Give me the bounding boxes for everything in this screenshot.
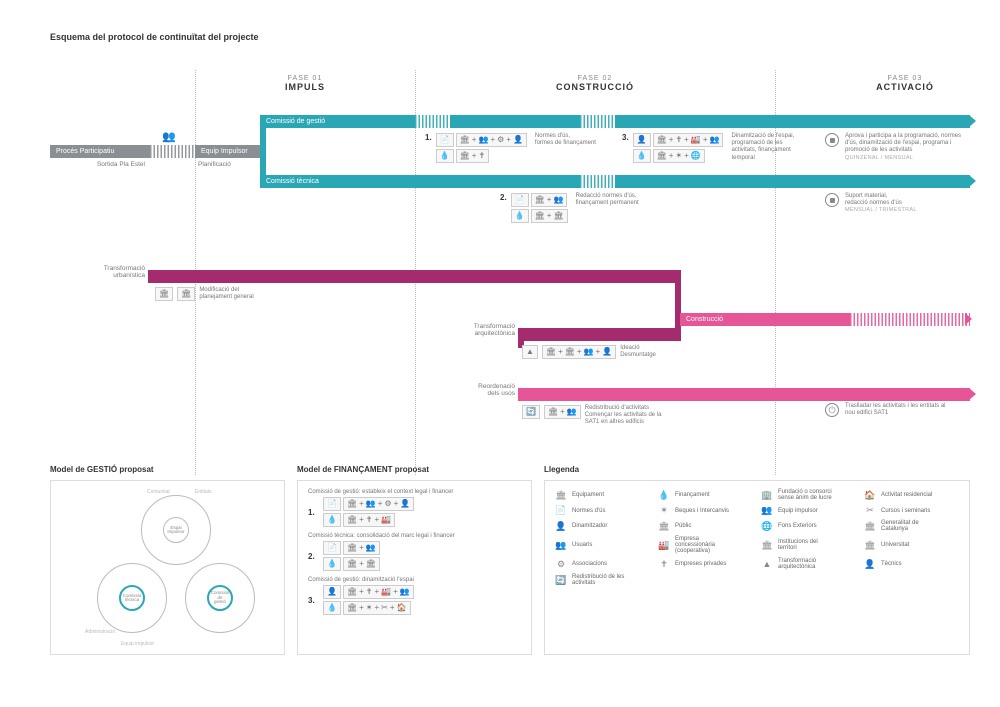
equip-impulsor: Equip Impulsor [195,145,260,158]
panel-gestio: Model de GESTIÓ proposat Espai Impulsor … [50,465,285,675]
power-icon [825,403,839,417]
bottom-panels: Model de GESTIÓ proposat Espai Impulsor … [50,465,970,675]
panel-financ: Model de FINANÇAMENT proposat Comissió d… [297,465,532,675]
track-transf-urb [148,270,680,283]
legend-item: 🌐Fons Exteriors [761,520,856,532]
legend-item: 👥Equip impulsor [761,505,856,516]
track-comissio-tecnica: Comissió tècnica [260,175,580,188]
legend-item: 🏛Universitat [864,536,959,554]
legend-item: 🏭Empresa concessionària (cooperativa) [658,536,753,554]
transf-arq-label: Transformació arquitectònica [450,323,515,337]
legend-item: 🏢Fundació o consorci sense ànim de lucre [761,489,856,501]
legend-item: 🏠Activitat residencial [864,489,959,501]
track-transf-arq [518,328,681,341]
activation-gestio: Aprova i participa a la programació, nor… [825,133,961,161]
legend-item: 👤Dinamitzador [555,520,650,532]
legend-item: 💧Finançament [658,489,753,501]
legend-item: ✝Empreses privades [658,558,753,570]
panel-legend: Llegenda 🏛Equipament💧Finançament🏢Fundaci… [544,465,970,675]
phase-2: FASE 02 CONSTRUCCIÓ [550,75,640,92]
legend-item: 📄Normes d'ús [555,505,650,516]
transf-urb-label: Transformació urbanística [85,265,145,279]
legend-item: 👥Usuaris [555,536,650,554]
track-construccio: Construcció [680,313,850,326]
legend-item: 🔄Redistribució de les activitats [555,574,650,586]
milestone-1: 1. 📄 🏛+👥+⚙+👤 💧 🏛+✝ Normes d'ús, formes d… [425,133,596,163]
proces-participatiu: Procés Participatiu [50,145,150,158]
legend-item: 🏛Institucions del territori [761,536,856,554]
phase-3: FASE 03 ACTIVACIÓ [860,75,950,92]
legend-item: ✶Beques i Intercanvis [658,505,753,516]
legend-item: 🏛Públic [658,520,753,532]
legend-item: 👤Tècnics [864,558,959,570]
clock-icon [825,133,839,147]
clock-icon [825,193,839,207]
legend-item: 🏛Generalitat de Catalunya [864,520,959,532]
reord-label: Reordenació dels usos [450,383,515,397]
milestone-2: 2. 📄 🏛+👥 💧 🏛+🏛 Redacció normes d'ús, fin… [500,193,639,223]
planif-label: Planificació [198,161,258,168]
milestone-3: 3. 👤 🏛+✝+🏭+👥 💧 🏛+✶+🌐 Dinamització de l'e… [622,133,794,163]
activation-reord: Traslladar les activitats i les entitats… [825,403,945,417]
activation-tecnica: Suport material, redacció normes d'ús ME… [825,193,917,213]
track-comissio-gestio: Comissió de gestió [260,115,415,128]
track-reord [518,388,970,401]
legend-item: ⚙Associacions [555,558,650,570]
hatch-pre [150,145,195,158]
legend-item: ▲Transformació arquitectònica [761,558,856,570]
sortida-label: Sortida Pla Estel [50,161,145,168]
legend-item: ✂Cursos i seminaris [864,505,959,516]
phase-1: FASE 01 IMPULS [265,75,345,92]
legend-item: 🏛Equipament [555,489,650,501]
page-title: Esquema del protocol de continuïtat del … [50,32,259,42]
timeline-diagram: FASE 01 IMPULS FASE 02 CONSTRUCCIÓ FASE … [50,75,970,435]
